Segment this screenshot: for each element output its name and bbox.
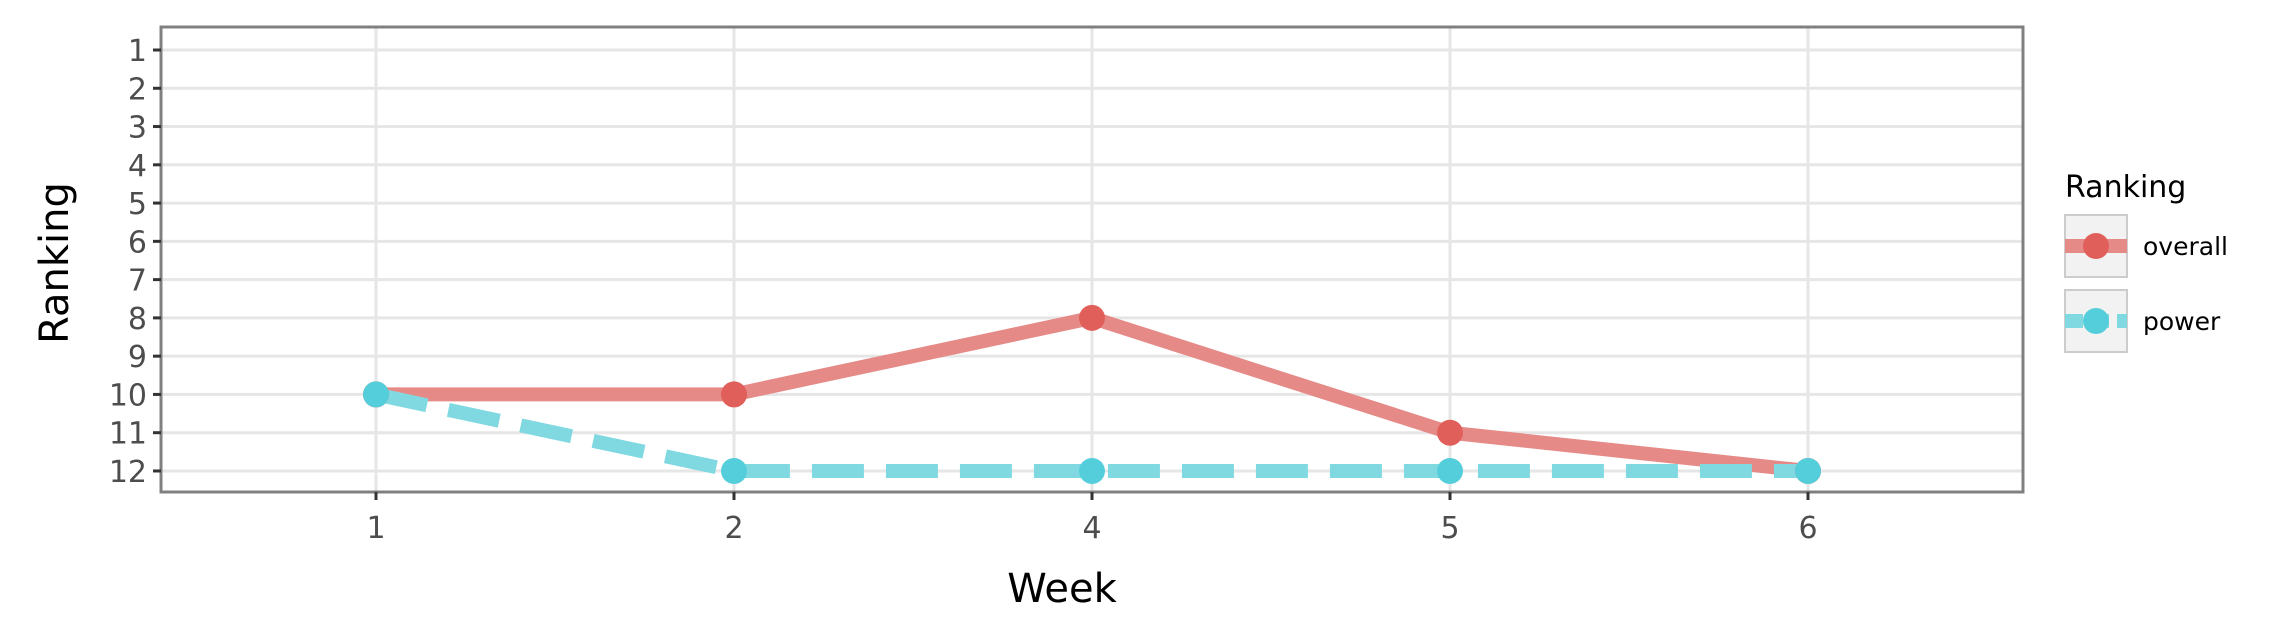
y-tick-label: 2 bbox=[128, 72, 147, 107]
y-axis-title: Ranking bbox=[32, 182, 78, 344]
data-point-power bbox=[1437, 457, 1463, 484]
legend-title: Ranking bbox=[2065, 170, 2186, 205]
y-tick-label: 10 bbox=[109, 378, 147, 413]
x-tick-label: 5 bbox=[1440, 511, 1459, 546]
data-point-power bbox=[1079, 457, 1105, 484]
legend-item-overall: overall bbox=[2064, 214, 2228, 278]
data-point-overall bbox=[721, 381, 747, 408]
series-line-power bbox=[374, 387, 1808, 478]
legend-key-marker bbox=[2083, 233, 2109, 259]
x-axis-title: Week bbox=[1007, 566, 1117, 612]
x-axis: 1 2 4 5 6 bbox=[366, 492, 1818, 546]
y-tick-label: 4 bbox=[128, 149, 147, 184]
data-point-overall bbox=[1437, 419, 1463, 446]
y-tick-label: 8 bbox=[128, 302, 147, 337]
y-tick-label: 6 bbox=[128, 225, 147, 260]
data-points bbox=[363, 304, 1821, 484]
data-point-power bbox=[363, 381, 389, 408]
y-tick-label: 12 bbox=[109, 455, 147, 490]
legend-label: power bbox=[2143, 307, 2221, 336]
y-tick-label: 5 bbox=[128, 187, 147, 222]
y-tick-label: 3 bbox=[128, 111, 147, 146]
y-tick-label: 7 bbox=[128, 264, 147, 299]
legend-item-power: power bbox=[2064, 289, 2221, 353]
data-point-power bbox=[1795, 457, 1821, 484]
x-tick-label: 6 bbox=[1798, 511, 1817, 546]
x-tick-label: 4 bbox=[1082, 511, 1101, 546]
x-tick-label: 2 bbox=[724, 511, 743, 546]
legend: Ranking overall power bbox=[2064, 170, 2228, 353]
x-tick-label: 1 bbox=[366, 511, 385, 546]
legend-key-marker bbox=[2083, 308, 2109, 334]
y-tick-label: 9 bbox=[128, 340, 147, 375]
y-tick-label: 11 bbox=[109, 417, 147, 452]
data-point-power bbox=[721, 457, 747, 484]
legend-label: overall bbox=[2143, 232, 2228, 261]
grid-lines bbox=[161, 27, 2023, 492]
data-point-overall bbox=[1079, 304, 1105, 331]
y-tick-label: 1 bbox=[128, 34, 147, 69]
